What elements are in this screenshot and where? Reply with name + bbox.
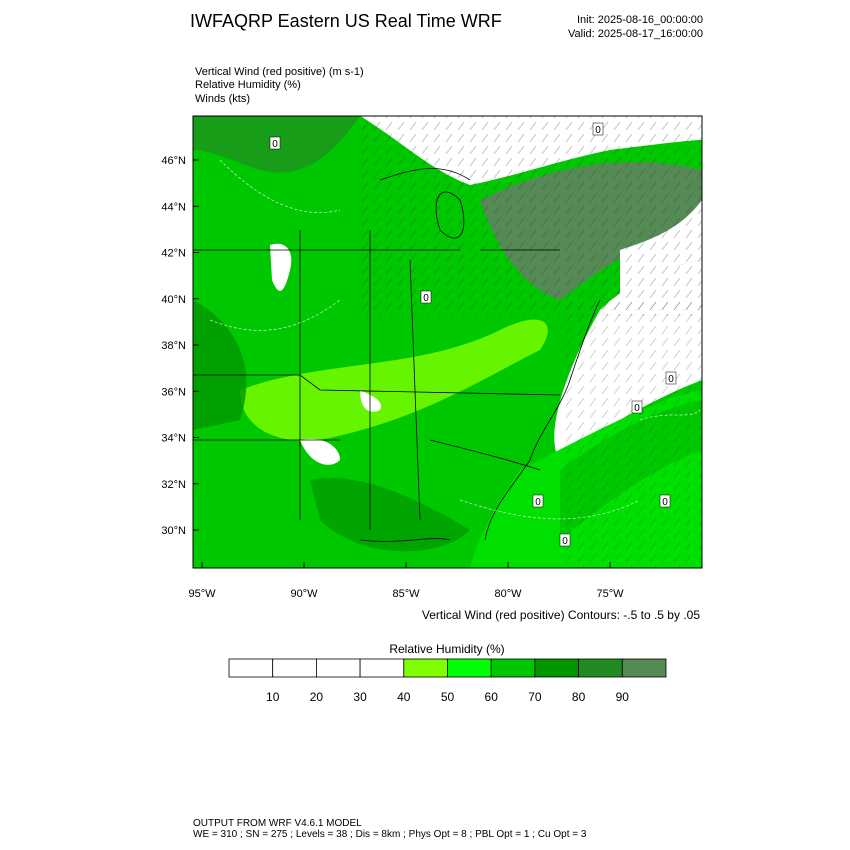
lon-label: 85°W bbox=[392, 588, 420, 600]
colorbar-box bbox=[359, 658, 405, 678]
lat-label: 40°N bbox=[161, 294, 186, 306]
colorbar-label: 80 bbox=[572, 690, 586, 704]
lat-label: 44°N bbox=[161, 201, 186, 213]
lat-label: 36°N bbox=[161, 386, 186, 398]
colorbar-label: 30 bbox=[353, 690, 367, 704]
lat-label: 34°N bbox=[161, 433, 186, 445]
colorbar-box bbox=[272, 658, 317, 678]
contour-label-box bbox=[631, 400, 643, 414]
colorbar-box bbox=[534, 658, 580, 678]
colorbar-label: 60 bbox=[485, 690, 499, 704]
valid-time: Valid: 2025-08-17_16:00:00 bbox=[568, 28, 703, 40]
colorbar-label: 40 bbox=[397, 690, 411, 704]
colorbar-box bbox=[578, 658, 623, 678]
field-label: Vertical Wind (red positive) (m s-1) bbox=[195, 66, 364, 78]
colorbar-box bbox=[315, 658, 361, 678]
contour-label: 0 bbox=[668, 374, 674, 385]
colorbar-label: 10 bbox=[266, 690, 280, 704]
init-time: Init: 2025-08-16_00:00:00 bbox=[577, 14, 703, 26]
lat-label: 32°N bbox=[161, 479, 186, 491]
contour-label-box bbox=[659, 494, 671, 508]
contour-label-box bbox=[269, 136, 281, 150]
contour-label: 0 bbox=[562, 536, 568, 547]
contour-label: 0 bbox=[595, 125, 601, 136]
map-frame bbox=[192, 115, 703, 569]
contour-label-box bbox=[665, 371, 677, 385]
contour-label-box bbox=[420, 290, 432, 304]
colorbar-box bbox=[228, 658, 274, 678]
contour-note: Vertical Wind (red positive) Contours: -… bbox=[422, 608, 700, 622]
title: IWFAQRP Eastern US Real Time WRF bbox=[190, 11, 502, 31]
lat-label: 42°N bbox=[161, 248, 186, 260]
lat-label: 46°N bbox=[161, 155, 186, 167]
contour-label: 0 bbox=[423, 293, 429, 304]
colorbar-label: 90 bbox=[616, 690, 630, 704]
colorbar-label: 70 bbox=[528, 690, 542, 704]
contour-label-box bbox=[532, 494, 544, 508]
contour-label: 0 bbox=[634, 403, 640, 414]
contour-label-box bbox=[559, 533, 571, 547]
colorbar-title: Relative Humidity (%) bbox=[389, 642, 504, 656]
field-label: Relative Humidity (%) bbox=[195, 79, 301, 91]
colorbar-label: 20 bbox=[310, 690, 324, 704]
lon-label: 95°W bbox=[188, 588, 216, 600]
lat-label: 30°N bbox=[161, 525, 186, 537]
colorbar-box bbox=[490, 658, 536, 678]
contour-label: 0 bbox=[662, 497, 668, 508]
colorbar-box bbox=[447, 658, 492, 678]
colorbar-label: 50 bbox=[441, 690, 455, 704]
lon-label: 90°W bbox=[290, 588, 318, 600]
footer-line: WE = 310 ; SN = 275 ; Levels = 38 ; Dis … bbox=[193, 829, 587, 840]
map bbox=[193, 116, 702, 568]
footer-line: OUTPUT FROM WRF V4.6.1 MODEL bbox=[193, 818, 362, 829]
lon-label: 75°W bbox=[596, 588, 624, 600]
contour-label-box bbox=[592, 122, 604, 136]
contour-label: 0 bbox=[272, 139, 278, 150]
field-label: Winds (kts) bbox=[195, 93, 250, 105]
lat-label: 38°N bbox=[161, 340, 186, 352]
lon-label: 80°W bbox=[494, 588, 522, 600]
contour-label: 0 bbox=[535, 497, 541, 508]
colorbar-box bbox=[621, 658, 667, 678]
colorbar-box bbox=[403, 658, 448, 678]
